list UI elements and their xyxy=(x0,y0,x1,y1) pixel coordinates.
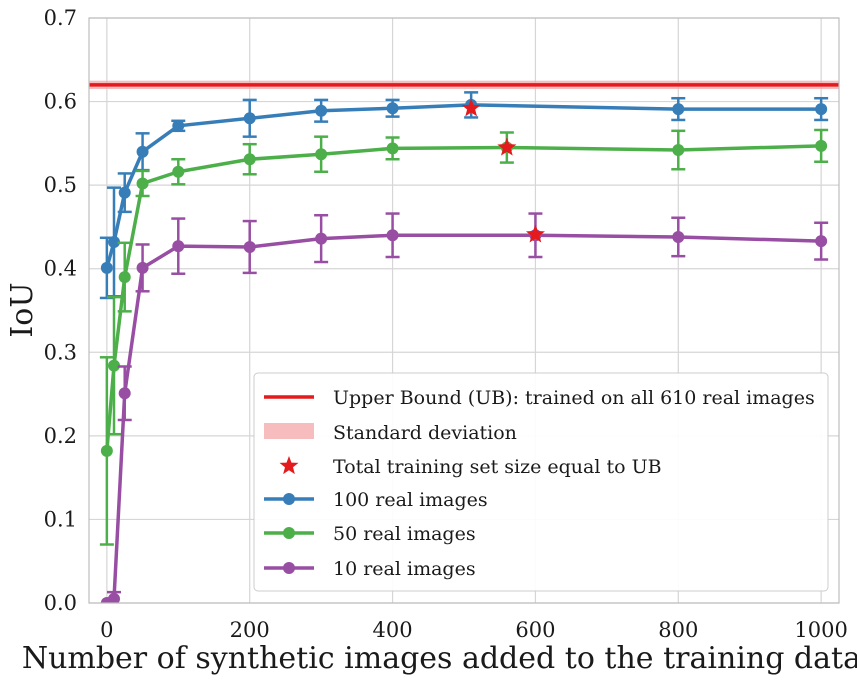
data-point xyxy=(118,186,131,199)
data-point xyxy=(172,119,185,132)
legend-label-series-1: 100 real images xyxy=(333,489,488,511)
y-tick-label: 0.4 xyxy=(44,257,77,281)
data-point xyxy=(315,232,328,245)
data-point xyxy=(100,261,113,274)
star-marker xyxy=(497,137,517,156)
legend-marker-series-1 xyxy=(283,493,295,505)
data-point xyxy=(136,261,149,274)
legend-label-upper-bound: Upper Bound (UB): trained on all 610 rea… xyxy=(333,387,815,409)
y-tick-label: 0.0 xyxy=(44,591,77,615)
star-marker xyxy=(461,98,481,117)
y-tick-label: 0.2 xyxy=(44,424,77,448)
y-axis-label: IoU xyxy=(5,282,40,337)
series-layer xyxy=(99,91,829,603)
legend-marker-series-2 xyxy=(283,527,295,539)
plot-frame xyxy=(88,17,840,604)
x-tick-label: 1000 xyxy=(794,618,847,642)
legend-swatch-std-band xyxy=(264,423,314,439)
data-point xyxy=(118,387,131,400)
data-point xyxy=(136,145,149,158)
data-point xyxy=(386,229,399,242)
data-point xyxy=(118,271,131,284)
legend: Upper Bound (UB): trained on all 610 rea… xyxy=(253,372,829,592)
data-point xyxy=(672,144,685,157)
data-point xyxy=(672,230,685,243)
legend-label-std-band: Standard deviation xyxy=(333,422,517,444)
y-tick-label: 0.6 xyxy=(44,90,77,114)
data-point xyxy=(108,235,120,248)
series-3 xyxy=(100,212,829,603)
x-tick-label: 600 xyxy=(515,618,555,642)
y-tick-label: 0.1 xyxy=(44,507,77,531)
legend-label-series-2: 50 real images xyxy=(333,523,476,545)
legend-box xyxy=(253,372,829,592)
upper-bound-band-layer xyxy=(89,80,839,90)
legend-label-star: Total training set size equal to UB xyxy=(333,456,662,478)
star-marker xyxy=(525,224,545,243)
data-point xyxy=(100,444,113,457)
data-point xyxy=(243,112,256,125)
data-point xyxy=(243,153,256,166)
legend-marker-series-3 xyxy=(283,562,295,574)
data-point xyxy=(172,240,185,253)
legend-star-icon xyxy=(279,456,299,475)
series-1 xyxy=(99,91,829,300)
data-point xyxy=(315,148,328,161)
series-2 xyxy=(99,128,829,546)
x-tick-label: 400 xyxy=(373,618,413,642)
data-point xyxy=(386,142,399,155)
x-tick-label: 0 xyxy=(100,618,113,642)
y-tick-label: 0.5 xyxy=(44,173,77,197)
data-point xyxy=(815,139,828,152)
y-tick-label: 0.7 xyxy=(44,6,77,30)
data-point xyxy=(315,104,328,117)
data-point xyxy=(108,592,120,603)
data-point xyxy=(108,359,120,372)
data-point xyxy=(386,102,399,115)
tick-labels: 0 200 400 600 800 1000 0.0 0.1 0.2 0.3 0.4 0.5 0.6 0.… xyxy=(44,6,848,642)
data-point xyxy=(136,177,149,190)
data-point xyxy=(243,240,256,253)
data-point xyxy=(672,103,685,116)
x-tick-label: 800 xyxy=(658,618,698,642)
x-axis-label: Number of synthetic images added to the … xyxy=(22,641,857,676)
y-tick-label: 0.3 xyxy=(44,340,77,364)
data-point xyxy=(815,235,828,248)
data-point xyxy=(172,165,185,178)
data-point xyxy=(815,103,828,116)
legend-label-series-3: 10 real images xyxy=(333,558,476,580)
x-tick-label: 200 xyxy=(230,618,270,642)
